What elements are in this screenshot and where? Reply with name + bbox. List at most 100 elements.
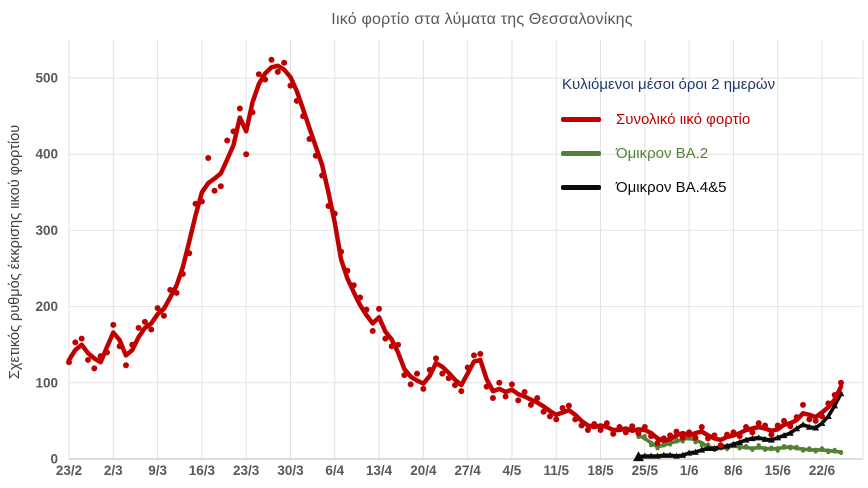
- omicron-ba2-dot: [819, 446, 825, 451]
- total-viral-load-dot: [382, 335, 389, 342]
- total-viral-load-dot: [540, 408, 547, 415]
- total-viral-load-dot: [420, 385, 427, 392]
- total-viral-load-dot: [300, 113, 307, 120]
- total-viral-load-dot: [724, 431, 731, 438]
- omicron-ba2-dot: [832, 447, 837, 452]
- total-viral-load-dot: [306, 135, 313, 142]
- total-viral-load-dot: [502, 393, 509, 400]
- omicron-ba2-dot: [743, 443, 749, 449]
- omicron-ba2-dot: [762, 447, 768, 452]
- total-viral-load-dot: [565, 402, 572, 409]
- omicron-ba2-dot: [737, 446, 742, 451]
- total-viral-load-dot: [293, 97, 300, 104]
- total-viral-load-dot: [584, 427, 591, 434]
- total-viral-load-dot: [635, 430, 642, 437]
- x-tick-label: 8/6: [724, 463, 743, 478]
- total-viral-load-dot: [477, 350, 484, 357]
- total-viral-load-dot: [622, 429, 629, 436]
- total-viral-load-dot: [470, 352, 477, 359]
- total-viral-load-dot: [338, 248, 345, 255]
- x-tick-label: 11/5: [543, 463, 569, 478]
- total-viral-load-dot: [262, 76, 269, 83]
- total-viral-load-dot: [281, 59, 288, 66]
- x-tick-label: 9/3: [148, 463, 167, 478]
- omicron-ba2-dot: [781, 443, 787, 449]
- total-viral-load-dot: [768, 431, 775, 438]
- omicron-ba2-dot: [794, 444, 799, 449]
- total-viral-load-dot: [812, 417, 819, 424]
- total-viral-load-dot: [546, 413, 553, 420]
- total-viral-load-dot: [648, 433, 655, 440]
- omicron-ba45-marker: [831, 402, 839, 409]
- omicron-ba2-dot: [813, 449, 818, 454]
- omicron-ba45-marker: [730, 441, 737, 448]
- total-viral-load-dot: [236, 105, 243, 112]
- y-tick-label: 0: [50, 452, 58, 467]
- omicron-ba45-marker: [666, 451, 674, 458]
- total-viral-load-dot: [274, 68, 281, 75]
- x-tick-label: 30/3: [277, 463, 304, 478]
- omicron-ba45-marker: [748, 435, 756, 442]
- total-viral-load-dot: [319, 172, 326, 179]
- total-viral-load-dot: [559, 404, 566, 411]
- y-tick-label: 100: [35, 375, 58, 390]
- total-viral-load-dot: [831, 391, 838, 398]
- total-viral-load-dot: [755, 420, 762, 427]
- total-viral-load-dot: [350, 282, 357, 289]
- omicron-ba2-swatch: [561, 150, 601, 156]
- total-viral-load-dot: [458, 388, 465, 395]
- total-viral-load-dot: [730, 429, 737, 436]
- x-tick-label: 13/4: [366, 463, 393, 478]
- omicron-ba2-dot: [668, 442, 673, 447]
- total-viral-load-dot: [717, 442, 724, 449]
- total-viral-load-dot: [230, 128, 237, 135]
- total-viral-load-dot: [376, 305, 383, 312]
- total-viral-load-dot: [224, 137, 231, 144]
- total-viral-load-dot: [527, 401, 534, 408]
- total-viral-load-dot: [521, 388, 528, 395]
- omicron-ba2-dot: [750, 447, 755, 452]
- legend-item-ba45: Όμικρον ΒΑ.4&5: [561, 170, 775, 204]
- total-viral-load-dot: [534, 395, 541, 402]
- total-viral-load-dot: [667, 432, 674, 439]
- total-viral-load-dot: [167, 286, 174, 293]
- total-viral-load-dot: [148, 326, 155, 333]
- omicron-ba45-marker: [685, 449, 693, 456]
- omicron-ba2-dot: [655, 446, 660, 451]
- omicron-ba2-dot: [775, 448, 780, 453]
- x-tick-label: 1/6: [680, 463, 699, 478]
- omicron-ba45-marker: [774, 434, 782, 441]
- omicron-ba45-marker: [818, 419, 826, 426]
- total-viral-load-dot: [711, 432, 718, 439]
- omicron-ba45-marker: [641, 452, 649, 459]
- total-viral-load-dot: [116, 343, 123, 350]
- total-viral-load-dot: [325, 203, 332, 210]
- total-viral-load-dot: [388, 343, 395, 350]
- chart-title: Ιικό φορτίο στα λύματα της Θεσσαλονίκης: [331, 11, 633, 28]
- total-viral-load-dot: [762, 422, 769, 429]
- total-viral-load-dot: [129, 341, 136, 348]
- total-viral-load-dot: [825, 400, 832, 407]
- omicron-ba2-dot: [649, 443, 654, 448]
- x-tick-label: 6/4: [325, 463, 344, 478]
- omicron-ba2-dot: [699, 443, 704, 448]
- total-viral-load-dot: [173, 289, 180, 296]
- legend-item-total: Συνολικό ιικό φορτίο: [561, 102, 775, 136]
- omicron-ba45-marker: [654, 452, 661, 459]
- x-tick-label: 20/4: [410, 463, 437, 478]
- omicron-ba2-dot: [826, 450, 831, 455]
- total-viral-load-dot: [736, 433, 743, 440]
- total-viral-load-dot: [837, 379, 844, 386]
- omicron-ba2-dot: [807, 446, 812, 451]
- omicron-ba2-dot: [838, 450, 844, 456]
- total-viral-load-dot: [451, 382, 458, 389]
- total-viral-load-dot: [122, 362, 129, 369]
- omicron-ba45-marker: [812, 424, 820, 431]
- total-viral-load-dot: [654, 439, 661, 446]
- omicron-ba45-marker: [711, 444, 718, 452]
- total-viral-load-dot: [363, 306, 370, 313]
- total-viral-load-dot: [249, 109, 256, 116]
- total-viral-load-dot: [243, 151, 250, 158]
- total-viral-load-dot: [774, 422, 781, 429]
